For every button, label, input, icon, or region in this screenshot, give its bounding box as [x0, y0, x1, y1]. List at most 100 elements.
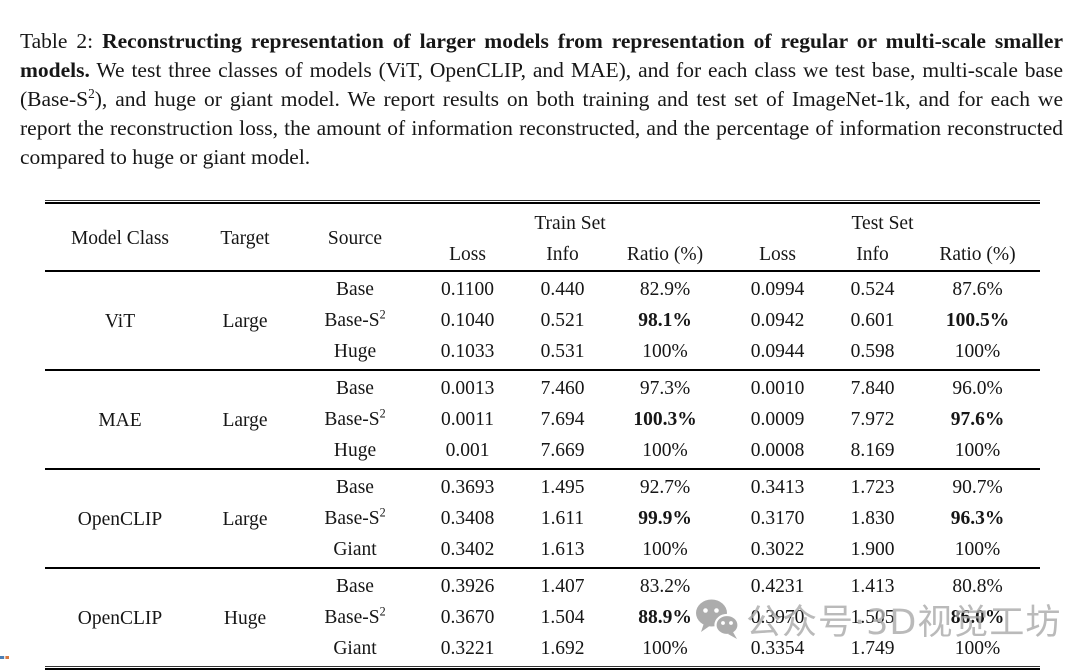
cell-train-info: 1.495: [540, 476, 585, 498]
corner-color-fragment: [0, 656, 9, 659]
table-header: Model Class Target Source Train Set Test…: [45, 204, 1040, 271]
cell-test-info: 1.723: [850, 476, 895, 498]
column-header-train-ratio: Ratio (%): [626, 244, 704, 265]
cell-train-loss: 0.3221: [440, 637, 495, 659]
source-label: Base-S: [324, 507, 380, 529]
cell-source: Giant: [295, 534, 415, 568]
cell-test-info: 0.598: [850, 340, 895, 362]
cell-model-class: ViT: [104, 310, 136, 332]
table-row: OpenCLIP Huge Base 0.3926 1.407 83.2% 0.4231 1.…: [45, 568, 1040, 629]
column-header-test-info: Info: [856, 244, 889, 265]
source-label: Base: [336, 278, 374, 300]
caption-superscript: 2: [88, 85, 95, 101]
column-header-source: Source: [327, 227, 383, 249]
cell-model-class: MAE: [98, 409, 142, 431]
table-row: Huge 0.1033 0.531 100% 0.0944 0.598 100%: [45, 336, 1040, 370]
cell-test-info: 1.900: [850, 538, 895, 560]
cell-train-loss: 0.0011: [441, 408, 494, 430]
cell-train-loss: 0.001: [445, 439, 490, 461]
cell-test-loss: 0.0008: [750, 439, 805, 461]
cell-train-info: 1.407: [540, 575, 585, 597]
cell-train-info: 1.692: [540, 637, 585, 659]
cell-source: Base: [295, 469, 415, 503]
table-row: Base-S2 0.3670 1.504 88.9% 0.3970 1.505 86.0%: [45, 602, 1040, 633]
caption-label: Table 2:: [20, 28, 103, 53]
watermark-text: 公众号·3D视觉工坊: [746, 602, 1062, 643]
cell-test-ratio: 100%: [954, 637, 1001, 659]
cell-test-ratio: 96.3%: [950, 507, 1005, 529]
cell-test-loss: 0.4231: [750, 575, 805, 597]
cell-test-loss: 0.0994: [750, 278, 805, 300]
cell-test-ratio: 90.7%: [952, 476, 1003, 498]
cell-train-ratio: 100%: [642, 637, 688, 659]
cell-train-loss: 0.1033: [440, 340, 495, 362]
cell-train-info: 1.611: [540, 507, 585, 529]
model-group: OpenCLIP Huge Base 0.3926 1.407 83.2% 0.4231 1.…: [45, 568, 1040, 666]
cell-test-ratio: 100.5%: [945, 309, 1010, 331]
cell-train-loss: 0.1100: [441, 278, 494, 300]
cell-source: Base: [295, 271, 415, 305]
cell-train-loss: 0.3670: [440, 606, 495, 628]
cell-source: Base-S2: [295, 305, 415, 336]
cell-train-ratio: 82.9%: [639, 278, 691, 300]
cell-train-ratio: 100.3%: [633, 408, 697, 430]
cell-source: Giant: [295, 633, 415, 666]
table-row: Base-S2 0.0011 7.694 100.3% 0.0009 7.972 97.6%: [45, 404, 1040, 435]
cell-train-ratio: 83.2%: [639, 575, 691, 597]
cell-train-ratio: 88.9%: [638, 606, 692, 628]
source-superscript: 2: [379, 307, 386, 321]
cell-test-loss: 0.3970: [750, 606, 805, 628]
cell-train-info: 7.669: [540, 439, 585, 461]
table-row: Giant 0.3402 1.613 100% 0.3022 1.900 100%: [45, 534, 1040, 568]
column-header-test-ratio: Ratio (%): [939, 244, 1016, 265]
cell-test-info: 1.413: [850, 575, 895, 597]
cell-train-ratio: 99.9%: [638, 507, 692, 529]
table-row: Giant 0.3221 1.692 100% 0.3354 1.749 100%: [45, 633, 1040, 666]
cell-test-info: 1.749: [850, 637, 895, 659]
cell-target: Huge: [223, 607, 267, 629]
cell-train-loss: 0.3926: [440, 575, 495, 597]
cell-source: Base: [295, 568, 415, 602]
cell-test-loss: 0.0944: [750, 340, 805, 362]
column-group-train-set: Train Set: [534, 212, 606, 234]
cell-test-ratio: 87.6%: [952, 278, 1003, 300]
cell-test-info: 7.972: [850, 408, 895, 430]
source-superscript: 2: [379, 604, 386, 618]
cell-source: Huge: [295, 336, 415, 370]
table-bottom-rule: [45, 666, 1040, 670]
table-top-rule: [45, 200, 1040, 204]
cell-train-info: 1.613: [540, 538, 585, 560]
cell-test-info: 1.505: [850, 606, 895, 628]
cell-test-info: 8.169: [850, 439, 895, 461]
source-label: Base: [336, 377, 374, 399]
cell-train-ratio: 92.7%: [639, 476, 691, 498]
results-table-container: Model Class Target Source Train Set Test…: [45, 200, 1040, 670]
cell-train-info: 1.504: [540, 606, 585, 628]
cell-test-loss: 0.3354: [750, 637, 805, 659]
cell-test-ratio: 100%: [954, 439, 1001, 461]
caption-bold-title: Reconstructing representation of larger …: [20, 28, 1063, 82]
model-group: ViT Large Base 0.1100 0.440 82.9% 0.0994 0.524 8…: [45, 271, 1040, 370]
source-label: Huge: [333, 439, 377, 461]
column-header-train-info: Info: [546, 244, 579, 265]
cell-source: Base-S2: [295, 503, 415, 534]
watermark: 公众号·3D视觉工坊: [694, 594, 1061, 644]
cell-test-loss: 0.0009: [750, 408, 805, 430]
cell-test-ratio: 96.0%: [952, 377, 1003, 399]
column-header-test-loss: Loss: [759, 244, 796, 265]
caption-body-2: ), and huge or giant model. We report re…: [20, 86, 1063, 169]
cell-train-loss: 0.3402: [440, 538, 495, 560]
table-caption: Table 2: Reconstructing representation o…: [20, 27, 1063, 172]
cell-train-info: 7.694: [540, 408, 585, 430]
cell-test-info: 1.830: [850, 507, 895, 529]
cell-source: Huge: [295, 435, 415, 469]
source-label: Giant: [333, 538, 377, 560]
cell-train-ratio: 100%: [642, 340, 688, 362]
cell-train-info: 0.440: [540, 278, 585, 300]
results-table: Model Class Target Source Train Set Test…: [45, 204, 1040, 666]
source-label: Base-S: [324, 606, 380, 628]
table-row: Base-S2 0.3408 1.611 99.9% 0.3170 1.830 96.3%: [45, 503, 1040, 534]
cell-test-info: 7.840: [850, 377, 895, 399]
table-row: MAE Large Base 0.0013 7.460 97.3% 0.0010 7.840 9…: [45, 370, 1040, 431]
source-label: Base: [336, 476, 374, 498]
